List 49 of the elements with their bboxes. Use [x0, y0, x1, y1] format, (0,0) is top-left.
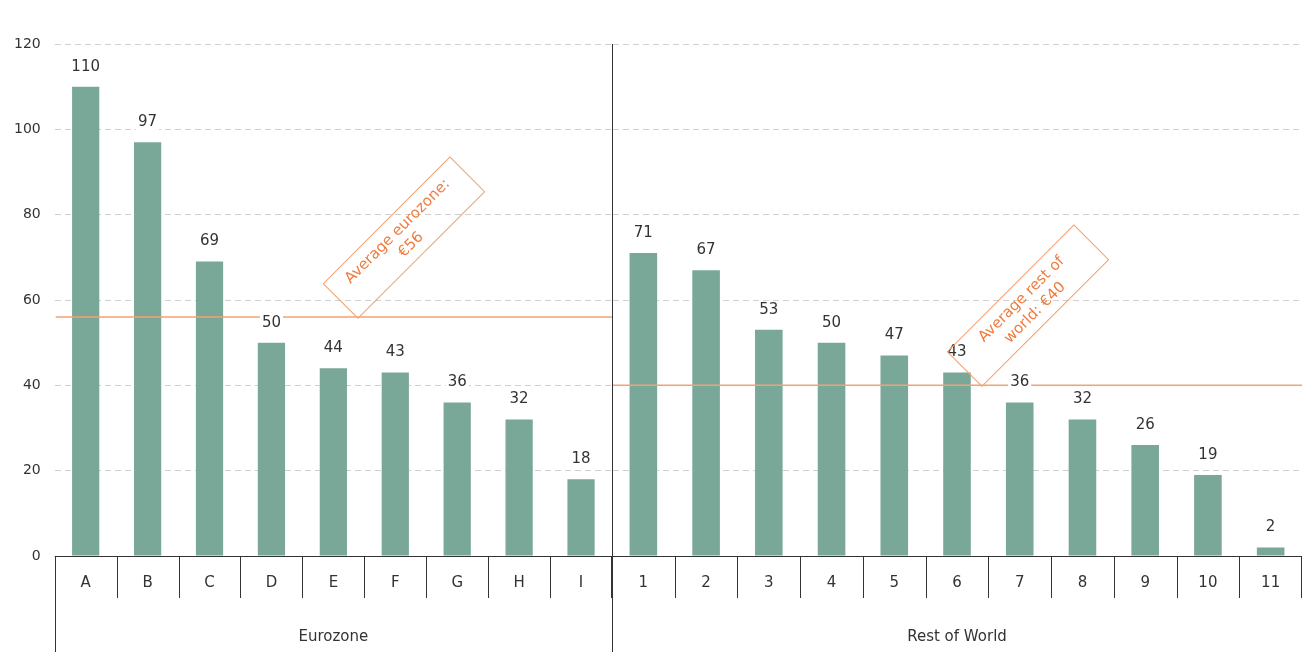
x-tick-label: E: [328, 572, 339, 591]
data-label: 50: [822, 312, 842, 331]
data-label: 43: [385, 342, 405, 361]
x-tick-label: 11: [1261, 572, 1281, 591]
x-tick-label: H: [513, 572, 525, 591]
data-label: 43: [947, 342, 967, 361]
data-label: 36: [447, 372, 467, 391]
data-label: 18: [571, 449, 591, 468]
data-label: 71: [633, 222, 653, 241]
x-tick-label: 5: [889, 572, 900, 591]
data-label: 97: [138, 112, 158, 131]
x-tick-label: C: [204, 572, 215, 591]
y-tick-label: 40: [22, 375, 41, 392]
y-tick-label: 80: [22, 205, 41, 222]
y-tick-label: 0: [31, 546, 41, 563]
x-tick-label: D: [265, 572, 278, 591]
data-label: 32: [1072, 389, 1092, 408]
x-tick-label: 9: [1140, 572, 1150, 591]
x-axis-title: Eurozone: [298, 626, 369, 645]
x-tick-label: 4: [826, 572, 837, 591]
x-axis-title: Rest of World: [907, 626, 1007, 645]
x-tick-label: 7: [1014, 572, 1025, 591]
data-label: 50: [261, 312, 281, 331]
data-label: 67: [696, 240, 716, 259]
x-tick-label: 8: [1077, 572, 1088, 591]
data-label: 36: [1010, 372, 1030, 391]
data-label: 19: [1198, 444, 1218, 463]
x-tick-label: 1: [638, 572, 649, 591]
data-label: 44: [323, 338, 343, 357]
data-label: 47: [884, 325, 904, 344]
data-label: 2: [1265, 517, 1276, 536]
data-label: 69: [199, 231, 220, 250]
data-label: 32: [509, 389, 529, 408]
x-tick-label: 10: [1198, 572, 1218, 591]
x-tick-label: A: [80, 572, 92, 591]
y-tick-label: 100: [13, 119, 41, 136]
x-tick-label: 2: [701, 572, 711, 591]
y-tick-label: 60: [22, 290, 41, 307]
x-tick-label: 3: [764, 572, 774, 591]
y-tick-label: 120: [13, 34, 41, 51]
x-tick-label: I: [578, 572, 584, 591]
x-tick-label: F: [390, 572, 400, 591]
data-label: 53: [759, 299, 779, 318]
data-label: 110: [71, 56, 100, 75]
x-tick-label: 6: [952, 572, 962, 591]
x-tick-label: G: [451, 572, 464, 591]
x-tick-label: B: [142, 572, 153, 591]
y-tick-label: 20: [22, 461, 41, 478]
data-label: 26: [1135, 414, 1155, 433]
